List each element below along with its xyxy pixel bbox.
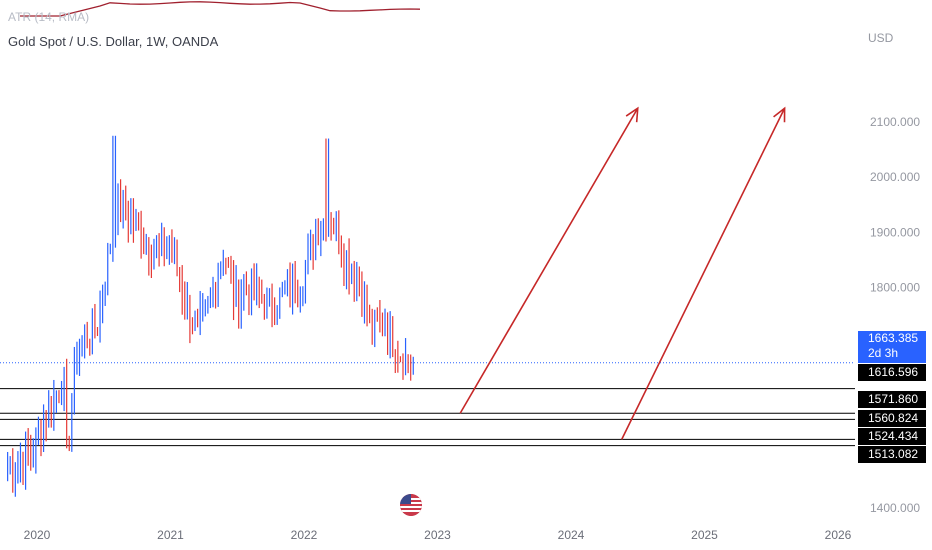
x-tick-label: 2026 <box>825 528 852 542</box>
level-price-tag: 1560.824 <box>858 410 926 427</box>
x-tick-label: 2023 <box>424 528 451 542</box>
level-price-tag: 1616.596 <box>858 364 926 381</box>
x-tick-label: 2022 <box>291 528 318 542</box>
atr-line <box>20 1 421 17</box>
currency-label: USD <box>868 31 894 45</box>
projection-arrow <box>459 107 639 414</box>
y-tick-label: 2100.000 <box>870 115 920 129</box>
level-price-tag: 1524.434 <box>858 428 926 445</box>
indicator-label: ATR (14, RMA) <box>8 10 90 24</box>
y-tick-label: 2000.000 <box>870 170 920 184</box>
projection-arrow <box>621 107 786 440</box>
us-flag-icon[interactable] <box>400 494 422 516</box>
arrow-head <box>625 106 639 123</box>
y-tick-label: 1800.000 <box>870 280 920 294</box>
x-tick-label: 2020 <box>24 528 51 542</box>
level-price-tag: 1513.082 <box>858 446 926 463</box>
symbol-title[interactable]: Gold Spot / U.S. Dollar, 1W, OANDA <box>8 34 219 49</box>
y-tick-label: 1900.000 <box>870 225 920 239</box>
x-tick-label: 2024 <box>558 528 585 542</box>
countdown: 2d 3h <box>868 346 899 360</box>
level-price-tag: 1571.860 <box>858 391 926 408</box>
y-tick-label: 1400.000 <box>870 501 920 515</box>
x-tick-label: 2021 <box>157 528 184 542</box>
x-tick-label: 2025 <box>691 528 718 542</box>
arrow-head <box>773 106 786 123</box>
last-price-value: 1663.385 <box>868 331 919 345</box>
last-price-tag: 1663.385 2d 3h <box>858 331 926 363</box>
